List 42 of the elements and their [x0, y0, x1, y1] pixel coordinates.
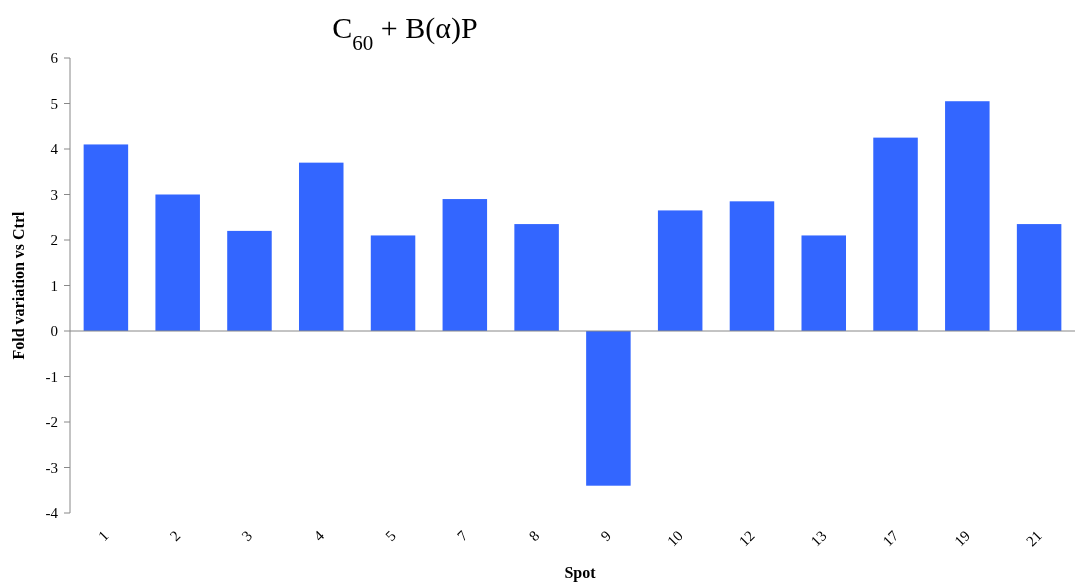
x-tick-label: 10	[664, 527, 687, 550]
bar	[370, 235, 416, 331]
x-tick-label: 8	[525, 527, 543, 545]
bar	[227, 230, 272, 331]
x-tick-label: 19	[951, 527, 974, 550]
bar	[442, 199, 488, 331]
y-tick-label: 3	[50, 186, 58, 203]
x-tick-label: 12	[735, 527, 758, 550]
x-tick-label: 13	[807, 527, 830, 550]
bar	[873, 137, 918, 331]
bar	[83, 144, 129, 331]
bar	[155, 194, 200, 331]
x-tick-label: 7	[454, 527, 472, 545]
bar	[1016, 224, 1062, 331]
y-tick-label: 0	[50, 323, 58, 340]
chart-title: C$_{60}$ + B(α)P	[332, 11, 478, 55]
x-tick-label: 9	[597, 527, 615, 545]
y-tick-label: -2	[45, 414, 58, 431]
y-tick-label: -3	[45, 459, 58, 476]
x-tick-label: 2	[166, 527, 184, 545]
bar	[514, 224, 559, 331]
y-tick-label: -4	[45, 505, 59, 522]
bar	[586, 331, 631, 486]
x-tick-label: 17	[879, 527, 902, 550]
bar	[657, 210, 703, 331]
y-tick-label: 1	[50, 277, 58, 294]
bar	[729, 201, 775, 331]
y-tick-label: 2	[50, 232, 58, 249]
y-axis-title: Fold variation vs Ctrl	[10, 210, 27, 360]
x-tick-label: 3	[238, 527, 256, 545]
y-tick-label: -1	[45, 368, 58, 385]
x-tick-label: 21	[1023, 527, 1045, 550]
y-tick-label: 4	[50, 141, 59, 158]
x-tick-label: 5	[382, 527, 399, 545]
y-tick-label: 5	[50, 95, 58, 112]
y-tick-label: 6	[50, 50, 59, 67]
bar	[945, 101, 990, 331]
x-tick-label: 4	[310, 527, 328, 545]
x-tick-label: 1	[95, 527, 112, 545]
bar	[299, 162, 344, 331]
x-axis-title: Spot	[564, 564, 597, 582]
bar	[801, 235, 846, 331]
